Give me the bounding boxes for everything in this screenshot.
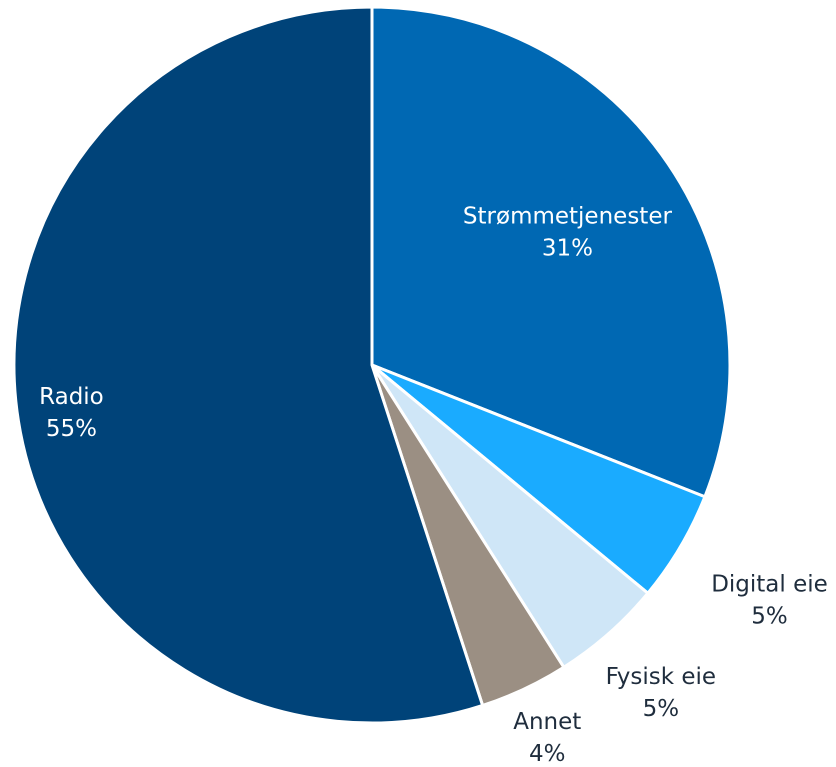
slice-label: Radio: [39, 384, 104, 410]
slice-label: Annet: [513, 709, 581, 735]
value-label: 4%: [529, 741, 566, 767]
slice-label: Strømmetjenester: [463, 204, 673, 230]
slice-label: Fysisk eie: [606, 664, 716, 690]
value-label: 31%: [542, 236, 593, 262]
pie-slice: [12, 5, 485, 725]
value-label: 55%: [46, 416, 97, 442]
value-label: 5%: [643, 696, 680, 722]
slice-label: Digital eie: [711, 572, 828, 598]
value-label: 5%: [751, 604, 788, 630]
pie-slice: [370, 5, 732, 499]
